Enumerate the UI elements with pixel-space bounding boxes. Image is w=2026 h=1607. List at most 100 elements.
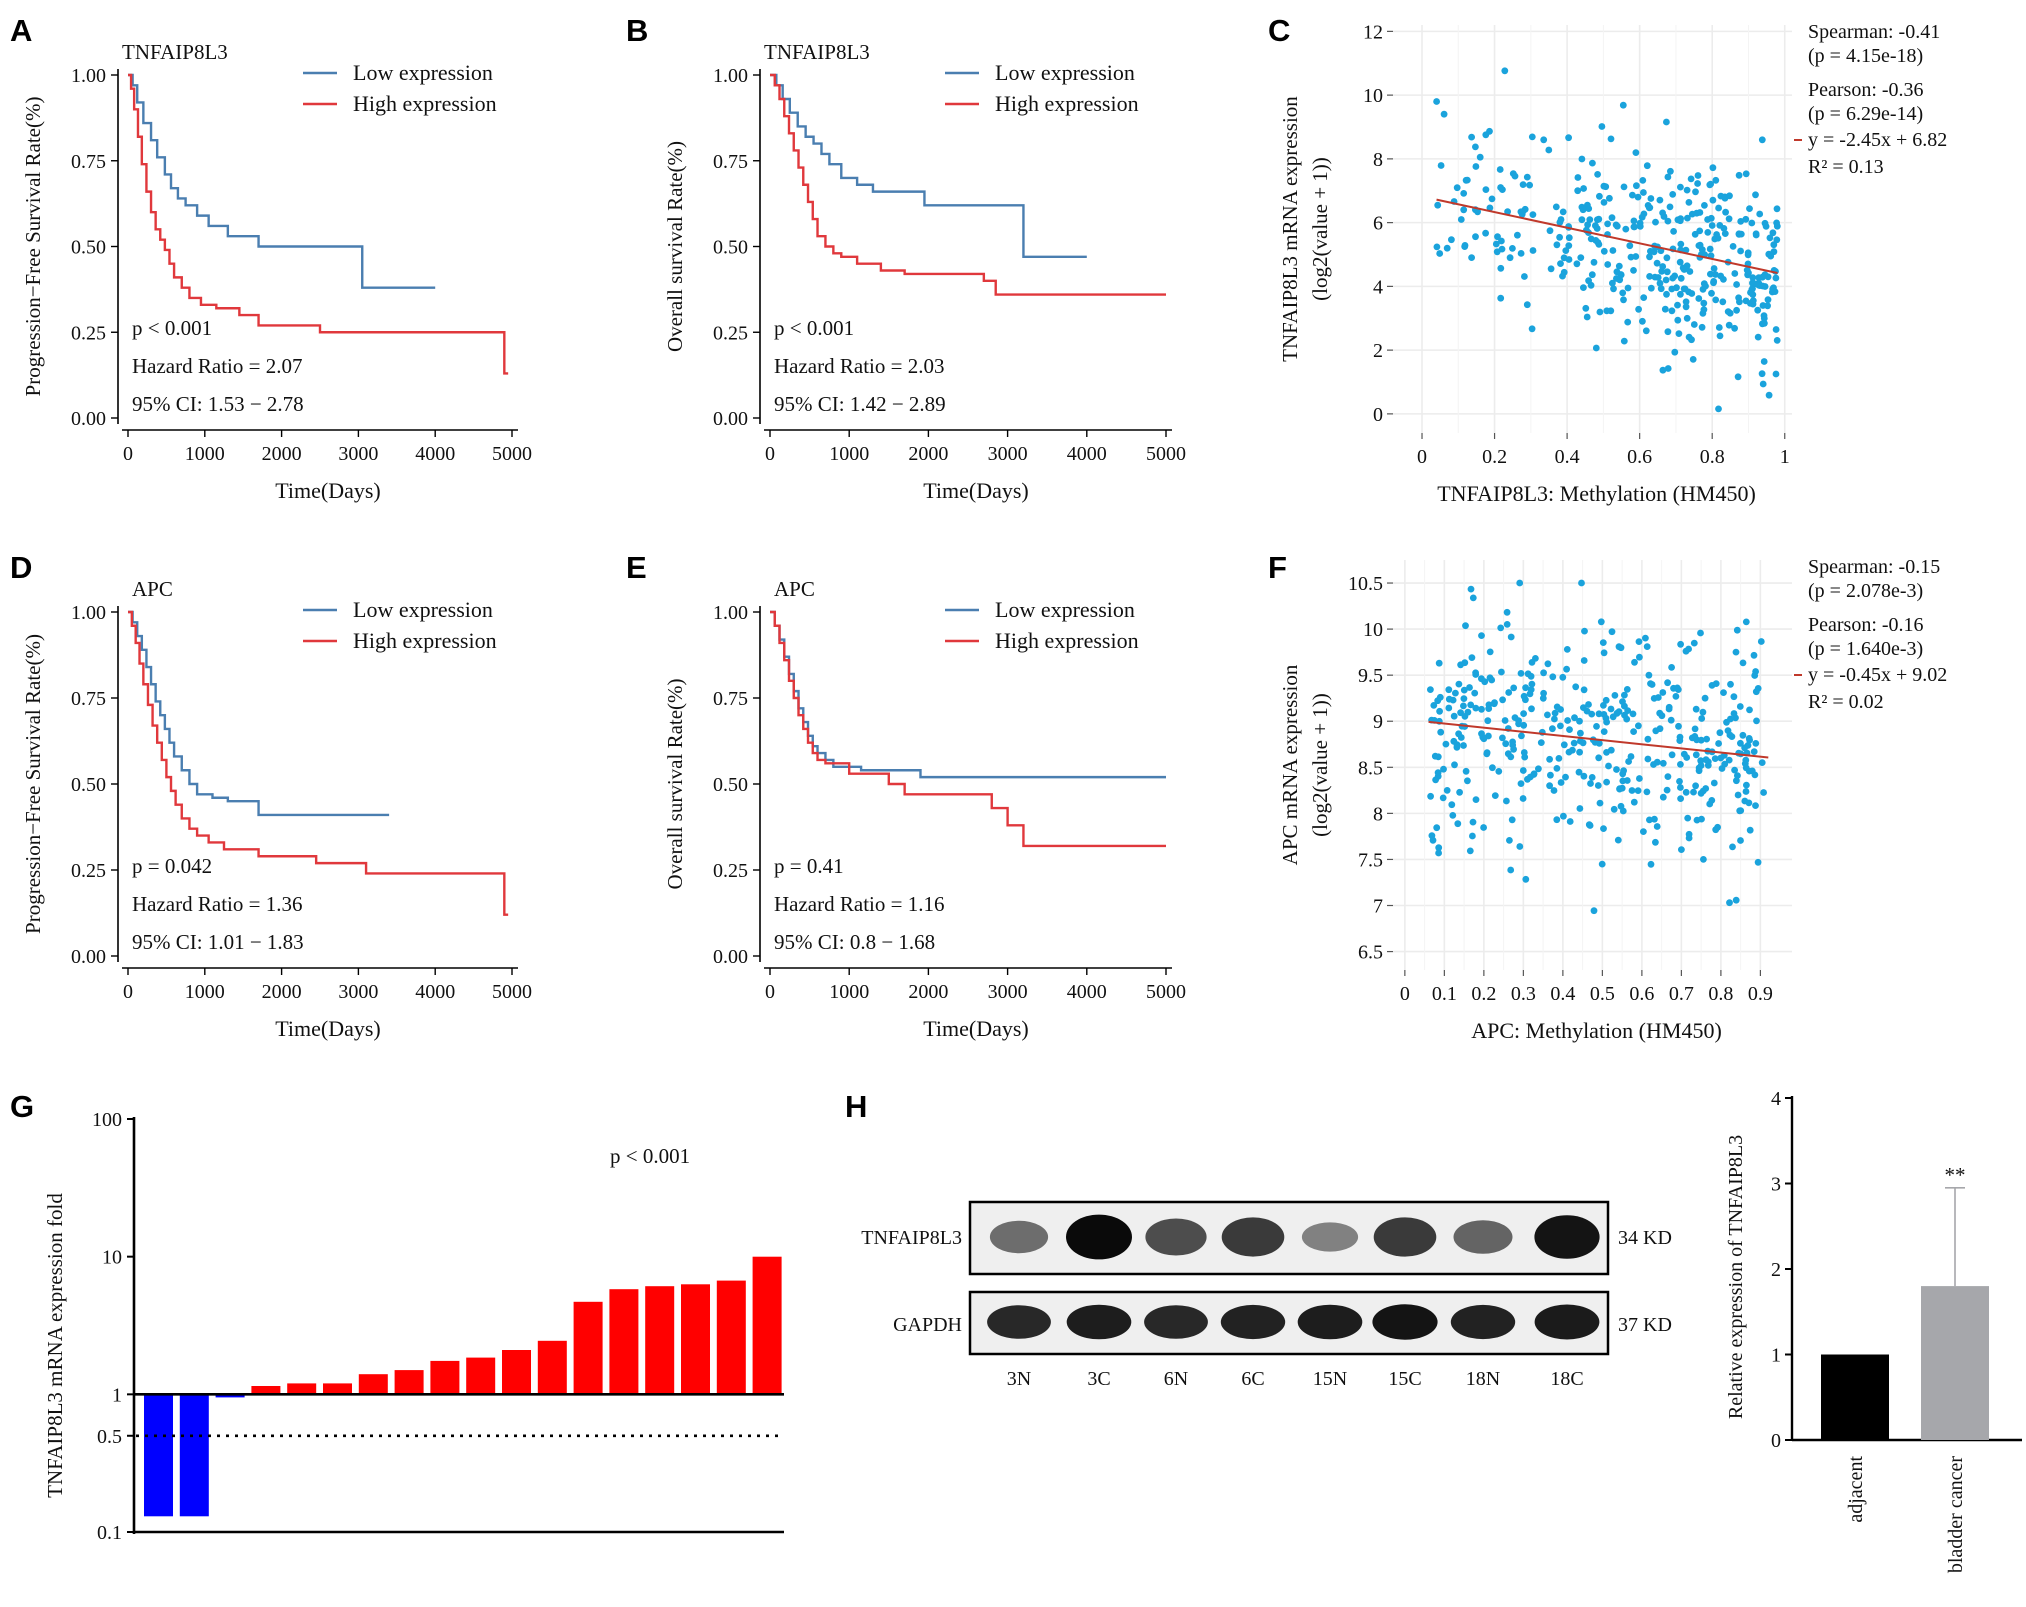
scatter-point bbox=[1448, 801, 1456, 809]
scatter-point bbox=[1646, 816, 1653, 824]
scatter-point bbox=[1698, 815, 1705, 823]
scatter-point bbox=[1695, 764, 1703, 772]
scatter-point bbox=[1742, 788, 1750, 795]
scatter-point bbox=[1725, 756, 1733, 764]
scatter-point bbox=[1676, 778, 1683, 785]
scatter-point bbox=[1656, 279, 1664, 287]
panel-g: G 0.1 0.5 1 10 100 TNFAIP8L3 mRNA expression … bbox=[10, 1089, 784, 1544]
scatter-point bbox=[1677, 183, 1684, 191]
x-tick-label: 3000 bbox=[338, 981, 378, 1003]
scatter-point bbox=[1625, 758, 1632, 765]
x-axis-title: Time(Days) bbox=[275, 478, 381, 503]
blot-band bbox=[1373, 1217, 1437, 1257]
scatter-point bbox=[1690, 321, 1698, 328]
high-expression-curve bbox=[128, 73, 509, 375]
scatter-point bbox=[1636, 219, 1644, 227]
scatter-point bbox=[1498, 668, 1505, 676]
scatter-point bbox=[1698, 715, 1706, 722]
y-axis-title: TNFAIP8L3 mRNA expression fold bbox=[43, 1193, 67, 1498]
scatter-point bbox=[1735, 230, 1743, 238]
scatter-point bbox=[1734, 373, 1742, 381]
scatter-point bbox=[1635, 305, 1642, 313]
scatter-point bbox=[1745, 767, 1753, 775]
x-tick-label: 3000 bbox=[988, 443, 1028, 465]
scatter-point bbox=[1694, 180, 1701, 187]
scatter-point bbox=[1614, 836, 1622, 844]
scatter-point bbox=[1613, 275, 1620, 282]
scatter-point bbox=[1701, 202, 1708, 209]
scatter-point bbox=[1735, 294, 1742, 302]
scatter-point bbox=[1760, 789, 1767, 796]
scatter-point bbox=[1737, 807, 1745, 814]
scatter-point bbox=[1600, 825, 1607, 832]
scatter-point bbox=[1472, 143, 1479, 151]
scatter-point bbox=[1434, 753, 1442, 761]
blot-lane-label: 18N bbox=[1466, 1368, 1500, 1390]
scatter-point bbox=[1687, 175, 1695, 183]
scatter-point bbox=[1449, 812, 1457, 819]
y-axis-subtitle: (log2(value + 1)) bbox=[1308, 693, 1332, 837]
regression-line bbox=[1428, 720, 1769, 759]
scatter-point bbox=[1580, 185, 1587, 192]
y-axis-title: Overall survival Rate(%) bbox=[663, 141, 687, 352]
legend-label-high: High expression bbox=[995, 628, 1139, 653]
scatter-point bbox=[1630, 217, 1638, 225]
scatter-point bbox=[1580, 284, 1587, 291]
scatter-point bbox=[1696, 241, 1704, 249]
scatter-point bbox=[1699, 708, 1707, 716]
scatter-point bbox=[1682, 246, 1690, 254]
scatter-point bbox=[1690, 639, 1698, 647]
blot-band bbox=[1221, 1217, 1285, 1257]
gene-label: APC bbox=[132, 577, 173, 601]
scatter-point bbox=[1502, 740, 1510, 748]
scatter-point bbox=[1576, 717, 1583, 725]
scatter-point bbox=[1526, 773, 1534, 781]
scatter-point bbox=[1677, 290, 1684, 298]
scatter-point bbox=[1642, 327, 1650, 335]
scatter-point bbox=[1647, 247, 1654, 255]
scatter-point bbox=[1539, 694, 1547, 702]
scatter-point bbox=[1727, 715, 1734, 723]
scatter-point bbox=[1667, 716, 1675, 724]
regression-line bbox=[1436, 198, 1778, 274]
scatter-point bbox=[1560, 812, 1567, 820]
scatter-point bbox=[1476, 153, 1484, 161]
x-tick-label: 0 bbox=[1400, 983, 1410, 1005]
scatter-point bbox=[1701, 694, 1709, 702]
scatter-point bbox=[1488, 195, 1496, 203]
scatter-point bbox=[1559, 673, 1567, 681]
scatter-point bbox=[1704, 229, 1712, 236]
scatter-point bbox=[1437, 728, 1445, 736]
y-tick-label: 9 bbox=[1373, 711, 1383, 733]
gene-label: TNFAIP8L3 bbox=[764, 40, 870, 64]
scatter-point bbox=[1528, 133, 1536, 141]
scatter-point bbox=[1753, 717, 1760, 725]
blot-band bbox=[1066, 1214, 1132, 1260]
scatter-point bbox=[1478, 730, 1485, 738]
scatter-point bbox=[1678, 846, 1685, 853]
scatter-point bbox=[1452, 689, 1459, 697]
scatter-point bbox=[1445, 704, 1453, 712]
y-tick-label: 1.00 bbox=[713, 602, 748, 624]
scatter-point bbox=[1668, 751, 1676, 759]
scatter-point bbox=[1769, 229, 1777, 237]
scatter-point bbox=[1685, 830, 1693, 838]
up-regulated-bar bbox=[251, 1386, 281, 1395]
scatter-point bbox=[1503, 621, 1511, 628]
scatter-point bbox=[1631, 658, 1638, 666]
y-tick-label: 2 bbox=[1771, 1259, 1781, 1281]
scatter-point bbox=[1640, 189, 1647, 196]
scatter-point bbox=[1587, 780, 1594, 787]
scatter-point bbox=[1537, 739, 1545, 746]
scatter-point bbox=[1598, 123, 1606, 130]
scatter-point bbox=[1680, 285, 1688, 293]
scatter-point bbox=[1621, 702, 1628, 710]
scatter-point bbox=[1692, 782, 1699, 790]
scatter-point bbox=[1506, 254, 1514, 262]
x-axis-title: Time(Days) bbox=[923, 478, 1029, 503]
high-expression-curve bbox=[770, 610, 1166, 848]
scatter-point bbox=[1594, 171, 1601, 178]
scatter-point bbox=[1602, 696, 1610, 704]
scatter-point bbox=[1684, 214, 1691, 222]
x-category-label: adjacent bbox=[1845, 1456, 1867, 1523]
